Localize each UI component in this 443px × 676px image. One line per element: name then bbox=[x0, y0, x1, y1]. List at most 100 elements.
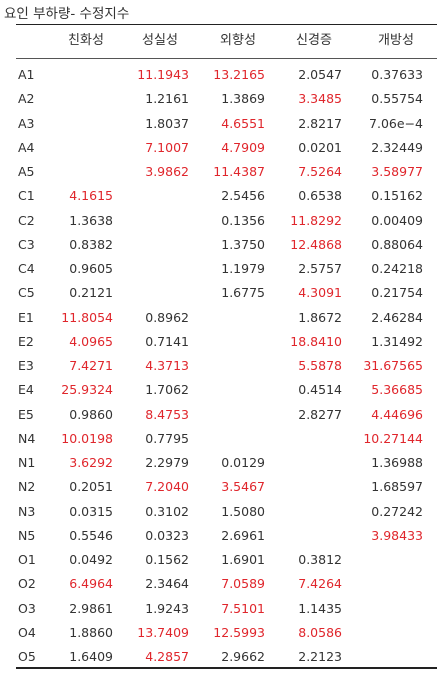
table-cell: 1.5080 bbox=[221, 503, 265, 519]
table-cell: 10.27144 bbox=[363, 430, 423, 446]
table-cell: 0.7795 bbox=[145, 430, 189, 446]
table-cell: 4.3091 bbox=[298, 285, 342, 301]
bottom-rule bbox=[16, 667, 437, 669]
table-cell: 7.5101 bbox=[221, 600, 265, 616]
column-header: 개방성 bbox=[378, 33, 414, 48]
row-label: C5 bbox=[18, 285, 35, 301]
row-label: C2 bbox=[18, 212, 35, 228]
table-cell: 1.8860 bbox=[69, 624, 113, 640]
table-cell: 1.7062 bbox=[145, 382, 189, 398]
table-cell: 1.1979 bbox=[221, 261, 265, 276]
row-label: E5 bbox=[18, 406, 34, 422]
row-label: O1 bbox=[18, 552, 36, 567]
table-cell: 4.0965 bbox=[69, 333, 113, 349]
table-cell: 3.3485 bbox=[298, 91, 342, 107]
table-cell: 0.27242 bbox=[371, 503, 423, 519]
table-cell: 2.8217 bbox=[298, 115, 342, 131]
table-cell: 0.21754 bbox=[371, 285, 423, 301]
table-cell: 0.2121 bbox=[69, 285, 113, 301]
column-header: 외향성 bbox=[220, 33, 256, 48]
table-cell: 12.5993 bbox=[213, 624, 265, 640]
table-title: 요인 부하량- 수정지수 bbox=[4, 6, 130, 22]
table-cell: 31.67565 bbox=[363, 358, 423, 373]
row-label: O3 bbox=[18, 600, 36, 616]
row-label: C3 bbox=[18, 236, 35, 252]
table-cell: 1.36988 bbox=[371, 455, 423, 470]
table-cell: 0.0492 bbox=[69, 552, 113, 567]
table-cell: 4.44696 bbox=[371, 406, 423, 422]
row-label: A3 bbox=[18, 115, 35, 131]
row-label: A1 bbox=[18, 67, 35, 82]
row-label: N5 bbox=[18, 527, 36, 543]
row-label: N1 bbox=[18, 455, 36, 470]
column-header: 친화성 bbox=[68, 33, 104, 48]
table-cell: 4.3713 bbox=[145, 358, 189, 373]
table-cell: 1.1435 bbox=[298, 600, 342, 616]
row-label: E2 bbox=[18, 333, 34, 349]
table-cell: 11.4387 bbox=[213, 164, 265, 179]
table-cell: 0.5546 bbox=[69, 527, 113, 543]
table-cell: 4.1615 bbox=[69, 188, 113, 204]
table-cell: 6.4964 bbox=[69, 576, 113, 592]
row-label: O4 bbox=[18, 624, 36, 640]
row-label: E3 bbox=[18, 358, 34, 373]
table-cell: 7.2040 bbox=[145, 479, 189, 495]
table-cell: 18.8410 bbox=[290, 333, 342, 349]
row-label: N3 bbox=[18, 503, 36, 519]
table-cell: 0.1356 bbox=[221, 212, 265, 228]
table-cell: 7.5264 bbox=[298, 164, 342, 179]
table-cell: 2.2123 bbox=[298, 649, 342, 664]
table-cell: 2.5456 bbox=[221, 188, 265, 204]
table-cell: 3.6292 bbox=[69, 455, 113, 470]
table-cell: 1.2161 bbox=[145, 91, 189, 107]
table-cell: 7.0589 bbox=[221, 576, 265, 592]
table-cell: 4.7909 bbox=[221, 139, 265, 155]
row-label: A4 bbox=[18, 139, 35, 155]
table-cell: 2.6961 bbox=[221, 527, 265, 543]
row-label: O5 bbox=[18, 649, 36, 664]
row-label: O2 bbox=[18, 576, 36, 592]
table-cell: 7.06e−4 bbox=[369, 115, 423, 131]
table-cell: 1.3750 bbox=[221, 236, 265, 252]
table-cell: 1.6409 bbox=[69, 649, 113, 664]
table-cell: 25.9324 bbox=[61, 382, 113, 398]
table-cell: 7.1007 bbox=[145, 139, 189, 155]
table-cell: 0.24218 bbox=[371, 261, 423, 276]
table-cell: 2.3464 bbox=[145, 576, 189, 592]
table-cell: 5.36685 bbox=[371, 382, 423, 398]
table-cell: 1.3869 bbox=[221, 91, 265, 107]
table-cell: 1.6775 bbox=[221, 285, 265, 301]
row-label: E4 bbox=[18, 382, 34, 398]
row-label: N2 bbox=[18, 479, 36, 495]
table-cell: 13.7409 bbox=[137, 624, 189, 640]
table-cell: 0.37633 bbox=[371, 67, 423, 82]
table-cell: 0.3102 bbox=[145, 503, 189, 519]
column-header: 신경증 bbox=[296, 33, 332, 48]
column-header: 성실성 bbox=[142, 33, 178, 48]
table-cell: 0.1562 bbox=[145, 552, 189, 567]
table-cell: 7.4264 bbox=[298, 576, 342, 592]
table-cell: 1.8672 bbox=[298, 309, 342, 325]
table-cell: 1.3638 bbox=[69, 212, 113, 228]
table-cell: 3.58977 bbox=[371, 164, 423, 179]
table-cell: 2.8277 bbox=[298, 406, 342, 422]
table-cell: 2.2979 bbox=[145, 455, 189, 470]
table-cell: 12.4868 bbox=[290, 236, 342, 252]
table-cell: 2.46284 bbox=[371, 309, 423, 325]
table-cell: 1.6901 bbox=[221, 552, 265, 567]
row-label: N4 bbox=[18, 430, 36, 446]
table-cell: 0.7141 bbox=[145, 333, 189, 349]
table-cell: 11.8054 bbox=[61, 309, 113, 325]
table-cell: 8.4753 bbox=[145, 406, 189, 422]
row-label: A2 bbox=[18, 91, 35, 107]
table-cell: 0.2051 bbox=[69, 479, 113, 495]
table-cell: 0.0323 bbox=[145, 527, 189, 543]
table-cell: 0.9860 bbox=[69, 406, 113, 422]
table-cell: 0.9605 bbox=[69, 261, 113, 276]
row-label: C1 bbox=[18, 188, 35, 204]
table-cell: 1.9243 bbox=[145, 600, 189, 616]
table-cell: 0.0201 bbox=[298, 139, 342, 155]
table-cell: 8.0586 bbox=[298, 624, 342, 640]
table-cell: 13.2165 bbox=[213, 67, 265, 82]
